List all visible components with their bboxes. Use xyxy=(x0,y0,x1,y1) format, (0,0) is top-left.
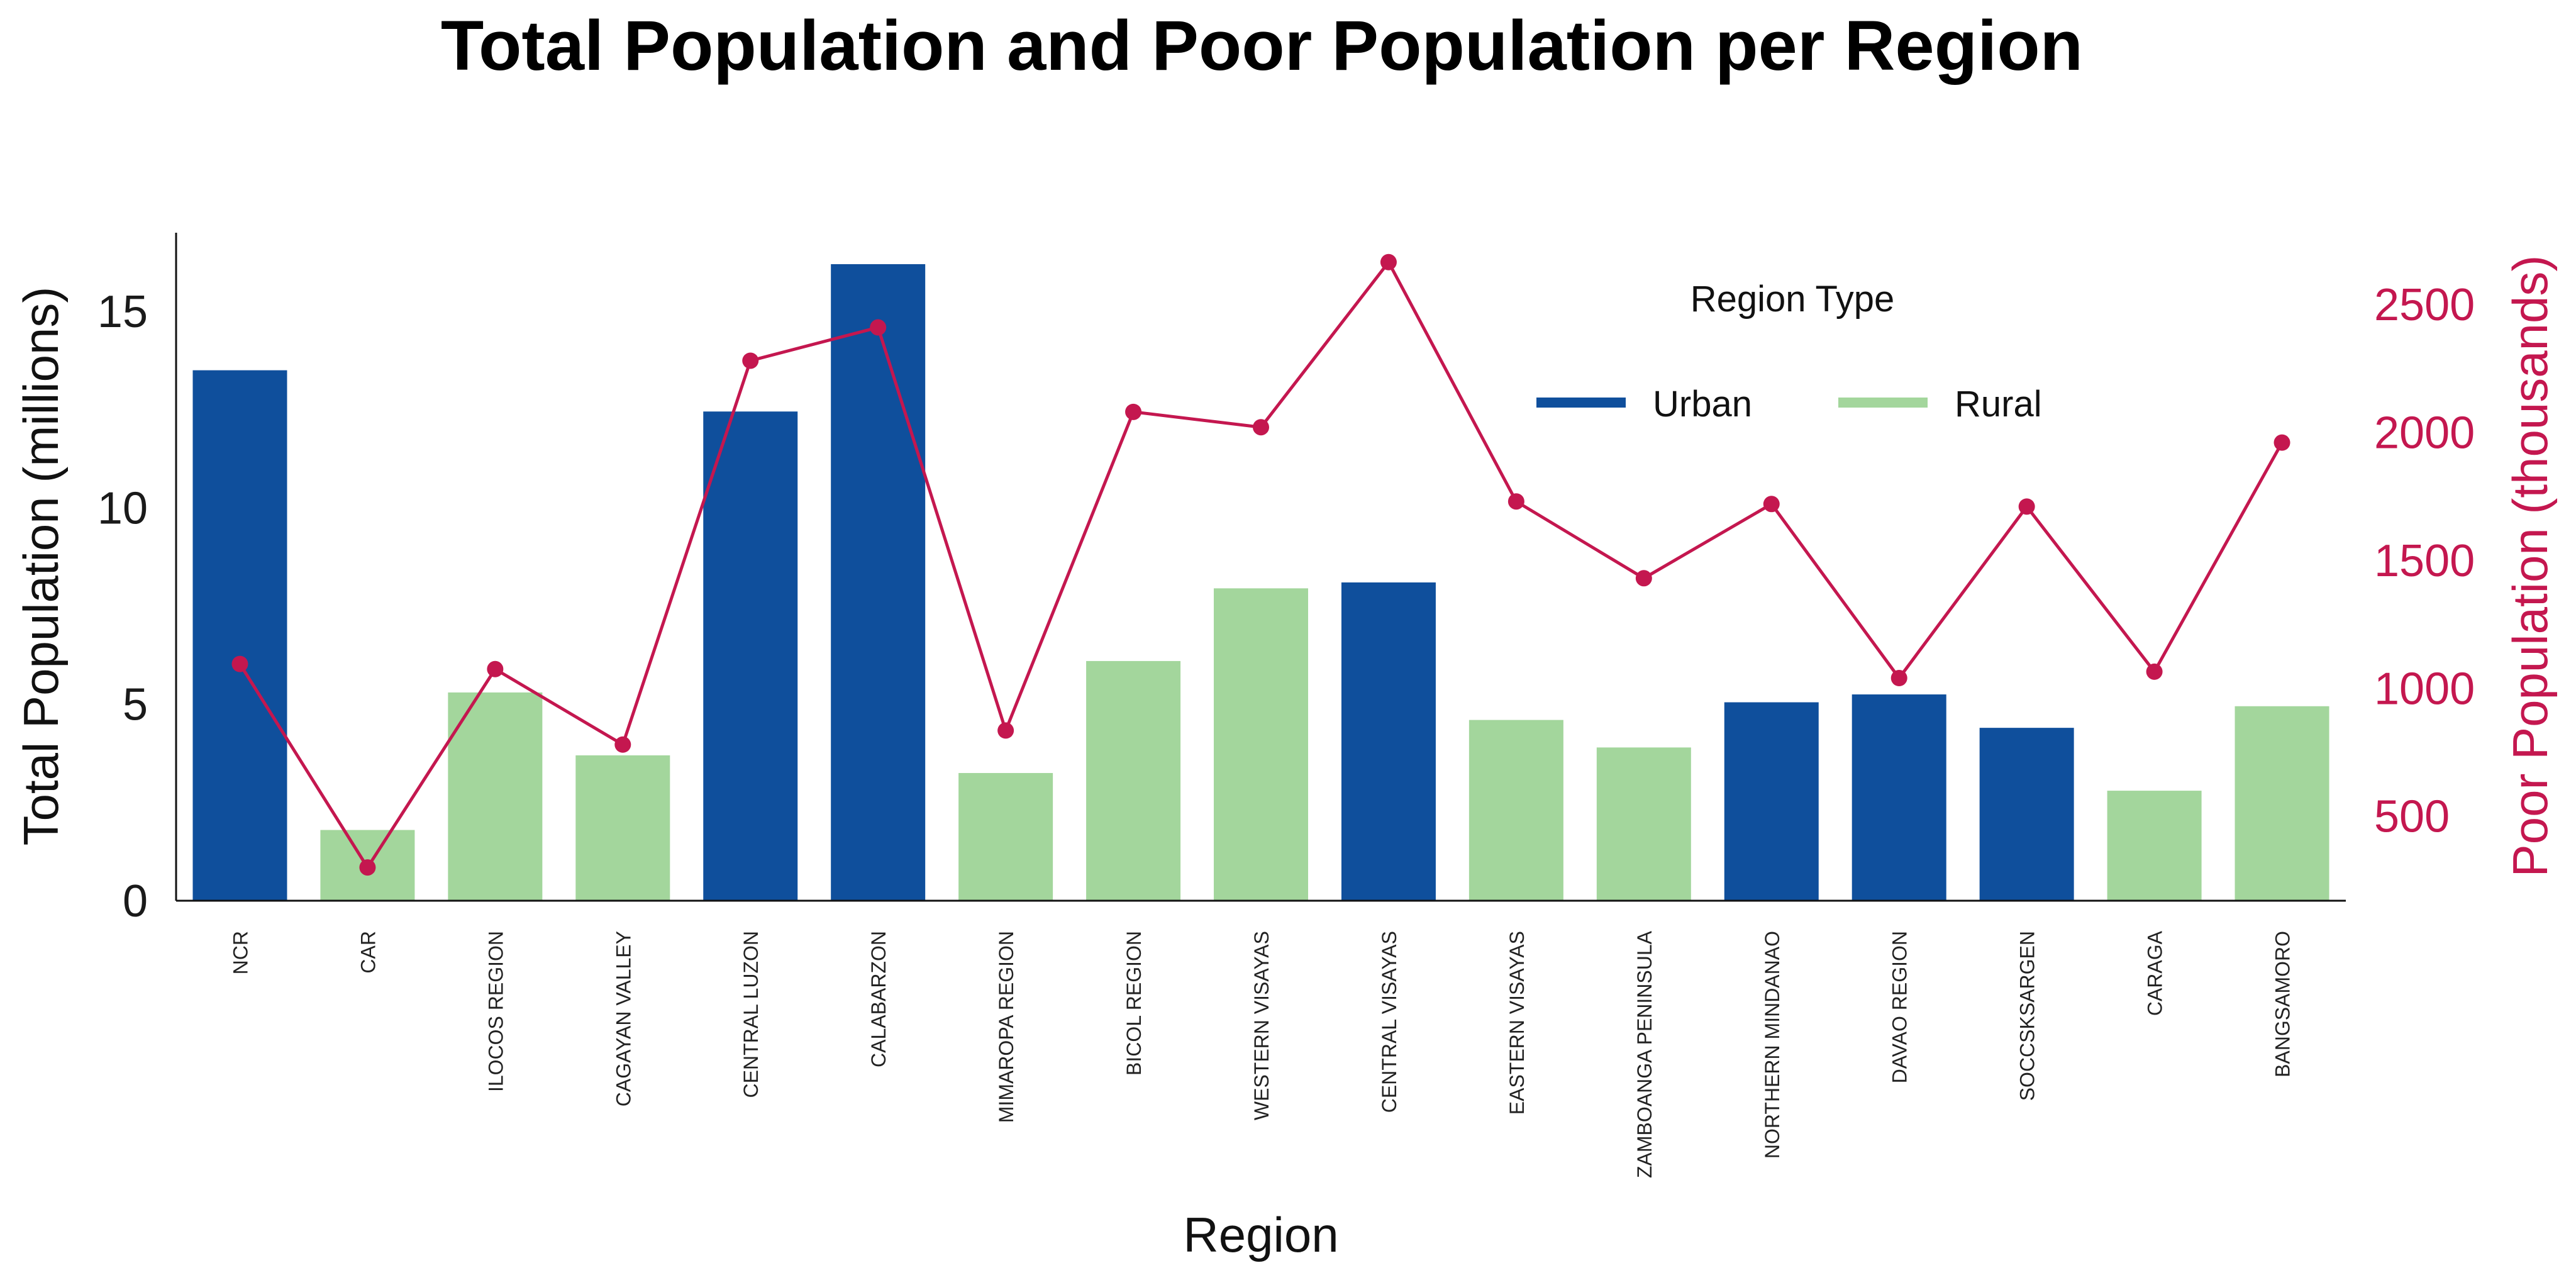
y-tick-label: 15 xyxy=(97,287,148,337)
poor-point-cagayan-valley xyxy=(614,736,631,753)
y-tick-label: 5 xyxy=(123,680,148,730)
x-tick-label: CENTRAL LUZON xyxy=(740,931,762,1098)
bar-davao-region xyxy=(1852,694,1946,901)
x-tick-label: WESTERN VISAYAS xyxy=(1250,931,1273,1120)
x-tick-label: CENTRAL VISAYAS xyxy=(1378,931,1401,1113)
x-tick-label: NORTHERN MINDANAO xyxy=(1761,931,1784,1159)
poor-point-davao-region xyxy=(1890,670,1907,686)
bar-zamboanga-peninsula xyxy=(1596,747,1691,901)
poor-point-caraga xyxy=(2146,663,2163,680)
x-tick-label: CAGAYAN VALLEY xyxy=(612,931,635,1106)
x-tick-label: NCR xyxy=(229,931,252,974)
x-tick-label: ILOCOS REGION xyxy=(484,931,507,1092)
legend-label-urban: Urban xyxy=(1653,384,1752,425)
x-tick-label: CARAGA xyxy=(2144,930,2167,1016)
y2-tick-label: 1000 xyxy=(2374,664,2475,714)
bar-western-visayas xyxy=(1214,588,1308,901)
poor-point-mimaropa-region xyxy=(997,722,1014,739)
y2-tick-label: 2500 xyxy=(2374,280,2475,330)
bar-mimaropa-region xyxy=(958,772,1053,901)
bar-central-luzon xyxy=(703,411,798,901)
bar-northern-mindanao xyxy=(1724,702,1819,901)
chart-title: Total Population and Poor Population per… xyxy=(440,6,2084,85)
y-tick-label: 10 xyxy=(97,483,148,533)
poor-point-soccsksargen xyxy=(2018,498,2035,515)
poor-point-zamboanga-peninsula xyxy=(1635,570,1652,587)
y2-tick-label: 500 xyxy=(2374,792,2450,842)
legend-swatch-rural xyxy=(1838,398,1928,408)
poor-point-ilocos-region xyxy=(487,660,504,677)
x-tick-label: EASTERN VISAYAS xyxy=(1506,931,1528,1115)
bar-cagayan-valley xyxy=(575,755,670,901)
bar-bicol-region xyxy=(1086,660,1181,901)
axes-layer: 0 5 10 15 500 1000 1500 2000 2500 NCR CAR ILOCOS RE… xyxy=(97,233,2475,1178)
poor-point-western-visayas xyxy=(1253,419,1269,436)
bar-bangsamoro xyxy=(2235,706,2329,901)
poor-point-bangsamoro xyxy=(2273,434,2290,451)
x-tick-label: CAR xyxy=(357,931,379,974)
bars-layer xyxy=(192,264,2329,901)
x-tick-label: CALABARZON xyxy=(867,931,890,1067)
y2-axis-title: Poor Population (thousands) xyxy=(2502,255,2558,877)
y-axis-title: Total Population (millions) xyxy=(13,287,69,846)
poor-point-eastern-visayas xyxy=(1507,493,1524,510)
legend: Urban Rural xyxy=(1536,384,2042,425)
poor-point-car xyxy=(359,859,376,876)
x-tick-label: BANGSAMORO xyxy=(2272,931,2294,1077)
poor-point-calabarzon xyxy=(870,319,887,336)
poor-point-bicol-region xyxy=(1125,403,1142,420)
x-tick-label: SOCCSKSARGEN xyxy=(2016,931,2039,1101)
x-tick-label: MIMAROPA REGION xyxy=(995,931,1018,1123)
poor-point-central-visayas xyxy=(1380,253,1397,270)
poor-population-line-layer xyxy=(231,253,2290,876)
legend-title: Region Type xyxy=(1690,279,1895,320)
x-tick-label: DAVAO REGION xyxy=(1889,931,1911,1083)
bar-ilocos-region xyxy=(448,692,543,901)
legend-label-rural: Rural xyxy=(1955,384,2042,425)
poor-point-central-luzon xyxy=(742,352,759,369)
x-tick-label: ZAMBOANGA PENINSULA xyxy=(1633,930,1656,1178)
bar-central-visayas xyxy=(1341,582,1436,901)
legend-swatch-urban xyxy=(1536,398,1626,408)
poor-point-ncr xyxy=(231,655,248,672)
bar-soccsksargen xyxy=(1979,728,2074,901)
bar-caraga xyxy=(2107,791,2202,901)
x-axis-title: Region xyxy=(1183,1207,1338,1262)
bar-ncr xyxy=(192,370,287,901)
bar-calabarzon xyxy=(831,264,926,901)
bar-eastern-visayas xyxy=(1468,720,1563,901)
y2-tick-label: 1500 xyxy=(2374,536,2475,586)
y-tick-label: 0 xyxy=(123,876,148,927)
x-tick-label: BICOL REGION xyxy=(1123,931,1145,1076)
y2-tick-label: 2000 xyxy=(2374,408,2475,458)
poor-point-northern-mindanao xyxy=(1763,496,1780,513)
